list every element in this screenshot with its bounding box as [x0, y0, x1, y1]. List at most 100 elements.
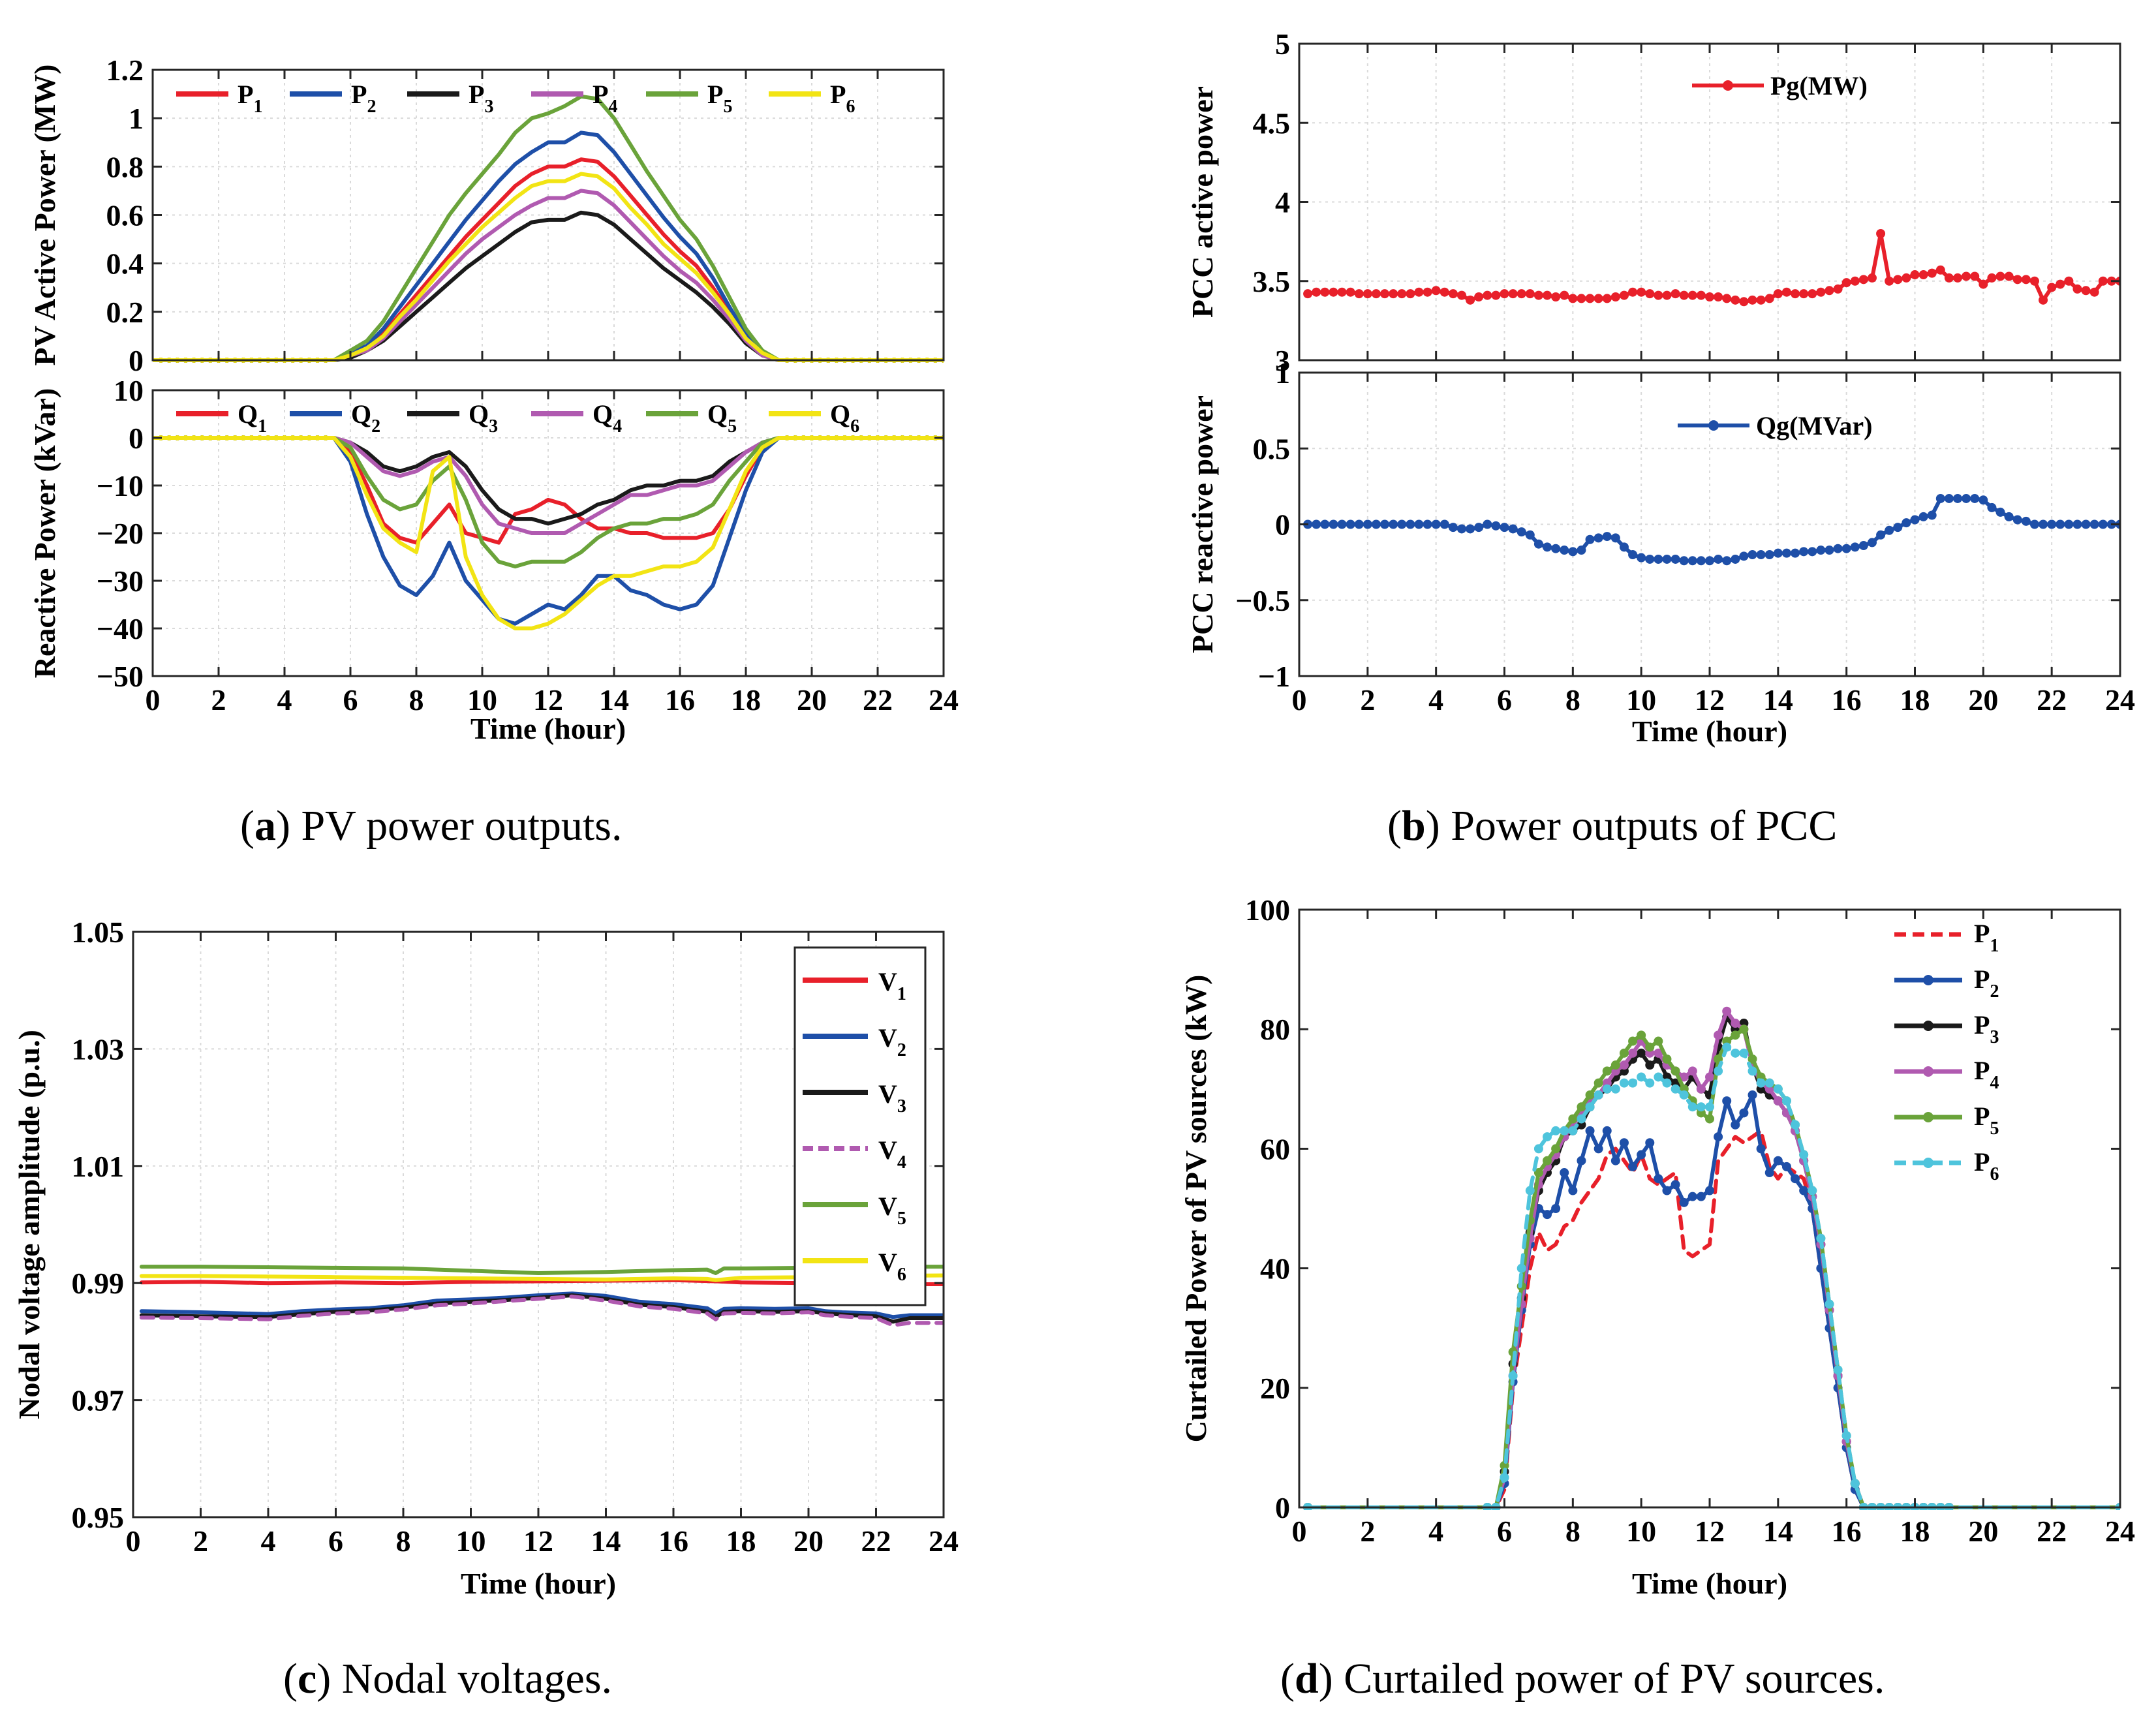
data-point	[1637, 1150, 1646, 1160]
data-point	[1533, 1144, 1543, 1154]
data-point	[1808, 1186, 1817, 1195]
caption-c: (c) Nodal voltages.	[283, 1655, 613, 1703]
data-point	[1466, 295, 1475, 305]
data-point	[1619, 1078, 1629, 1088]
y-tick-label: 0	[129, 344, 144, 377]
legend-label: V4	[878, 1135, 906, 1173]
data-point	[1679, 1072, 1689, 1082]
x-tick-label: 12	[1695, 683, 1725, 717]
data-point	[1448, 289, 1458, 299]
data-point	[1764, 1168, 1774, 1178]
x-tick-label: 20	[797, 683, 827, 717]
data-point	[1893, 275, 1903, 285]
data-point	[1791, 289, 1800, 299]
data-point	[2064, 276, 2074, 286]
legend-label: Q5	[707, 399, 737, 437]
data-point	[1654, 554, 1663, 564]
legend-a_top: P1 P2 P3 P4 P5 P6	[176, 80, 855, 117]
data-point	[1764, 550, 1774, 559]
legend-b_top: Pg(MW)	[1692, 71, 1868, 100]
legend-label: V5	[878, 1192, 906, 1229]
data-point	[1508, 524, 1518, 534]
data-point	[2004, 271, 2014, 281]
data-point	[2081, 519, 2091, 529]
x-tick-label: 22	[2037, 683, 2067, 717]
data-point	[1841, 544, 1851, 553]
x-axis-label: Time (hour)	[1632, 1567, 1787, 1600]
data-point	[1705, 1102, 1714, 1112]
y-tick-label: 1.03	[72, 1032, 125, 1066]
data-point	[2047, 283, 2057, 292]
y-tick-label: 0.2	[106, 296, 144, 329]
data-point	[1671, 554, 1680, 564]
data-point	[1662, 1186, 1672, 1195]
data-point	[1808, 547, 1817, 557]
data-point	[1610, 533, 1620, 543]
x-tick-label: 22	[863, 683, 893, 717]
y-tick-label: 1	[129, 102, 144, 135]
data-point	[2089, 287, 2099, 297]
y-tick-label: −40	[97, 612, 144, 645]
data-point	[1628, 550, 1638, 559]
data-point	[1867, 273, 1877, 283]
data-point	[1927, 510, 1937, 520]
data-point	[1423, 287, 1432, 297]
series-line-p6	[153, 172, 944, 362]
data-point	[1543, 1156, 1552, 1165]
data-point	[191, 435, 197, 440]
data-point	[1363, 519, 1372, 529]
data-point	[1389, 289, 1398, 299]
data-point	[1731, 295, 1740, 305]
data-point	[1551, 1204, 1561, 1213]
y-tick-label: −1	[1258, 660, 1290, 693]
x-tick-label: 14	[591, 1524, 621, 1558]
data-point	[1414, 287, 1424, 297]
data-point	[1594, 1144, 1603, 1154]
caption-b: (b) Power outputs of PCC	[1387, 802, 1838, 850]
data-point	[1363, 289, 1372, 299]
legend-label: Q2	[351, 399, 380, 437]
y-tick-label: 0.4	[106, 247, 144, 281]
data-point	[1773, 548, 1783, 558]
data-point	[1687, 556, 1697, 566]
data-point	[1397, 289, 1407, 299]
data-point	[1533, 539, 1543, 549]
legend-marker	[1923, 1112, 1933, 1122]
data-point	[1935, 493, 1945, 503]
data-point	[1320, 519, 1330, 529]
data-point	[1654, 1048, 1663, 1058]
data-point	[1858, 541, 1868, 551]
data-point	[899, 435, 905, 440]
chart-b_top: 3 3.5 4 4.5 5 PCC active power Pg(MW)	[1186, 27, 2121, 377]
legend-label: P3	[1974, 1010, 1999, 1047]
data-point	[183, 435, 189, 440]
data-point	[1602, 294, 1612, 303]
data-point	[1508, 1371, 1518, 1381]
legend-label: V3	[878, 1079, 906, 1117]
data-point	[1764, 1078, 1774, 1088]
data-point	[1619, 1060, 1629, 1070]
x-tick-label: 4	[1428, 1515, 1443, 1548]
data-point	[1687, 1066, 1697, 1076]
data-point	[1500, 289, 1509, 299]
data-point	[916, 435, 922, 440]
data-point	[1491, 521, 1501, 531]
data-point	[1705, 1072, 1714, 1082]
y-tick-label: −30	[97, 564, 144, 598]
data-point	[1781, 548, 1791, 558]
data-point	[1781, 1096, 1791, 1106]
data-point	[1671, 1066, 1680, 1076]
data-point	[1696, 290, 1706, 300]
y-axis-label: PV Active Power (MW)	[28, 65, 61, 366]
y-tick-label: 0.6	[106, 199, 144, 232]
data-point	[1825, 1299, 1834, 1309]
y-tick-label: 100	[1245, 893, 1290, 927]
data-point	[1303, 289, 1313, 299]
y-tick-label: 0	[1275, 508, 1290, 542]
data-point	[1962, 493, 1971, 503]
data-point	[1619, 542, 1629, 552]
data-point	[1781, 1162, 1791, 1171]
chart-a_top: 00.20.40.60.811.2PV Active Power (MW) P1 P…	[28, 54, 945, 377]
data-point	[1773, 1156, 1783, 1165]
